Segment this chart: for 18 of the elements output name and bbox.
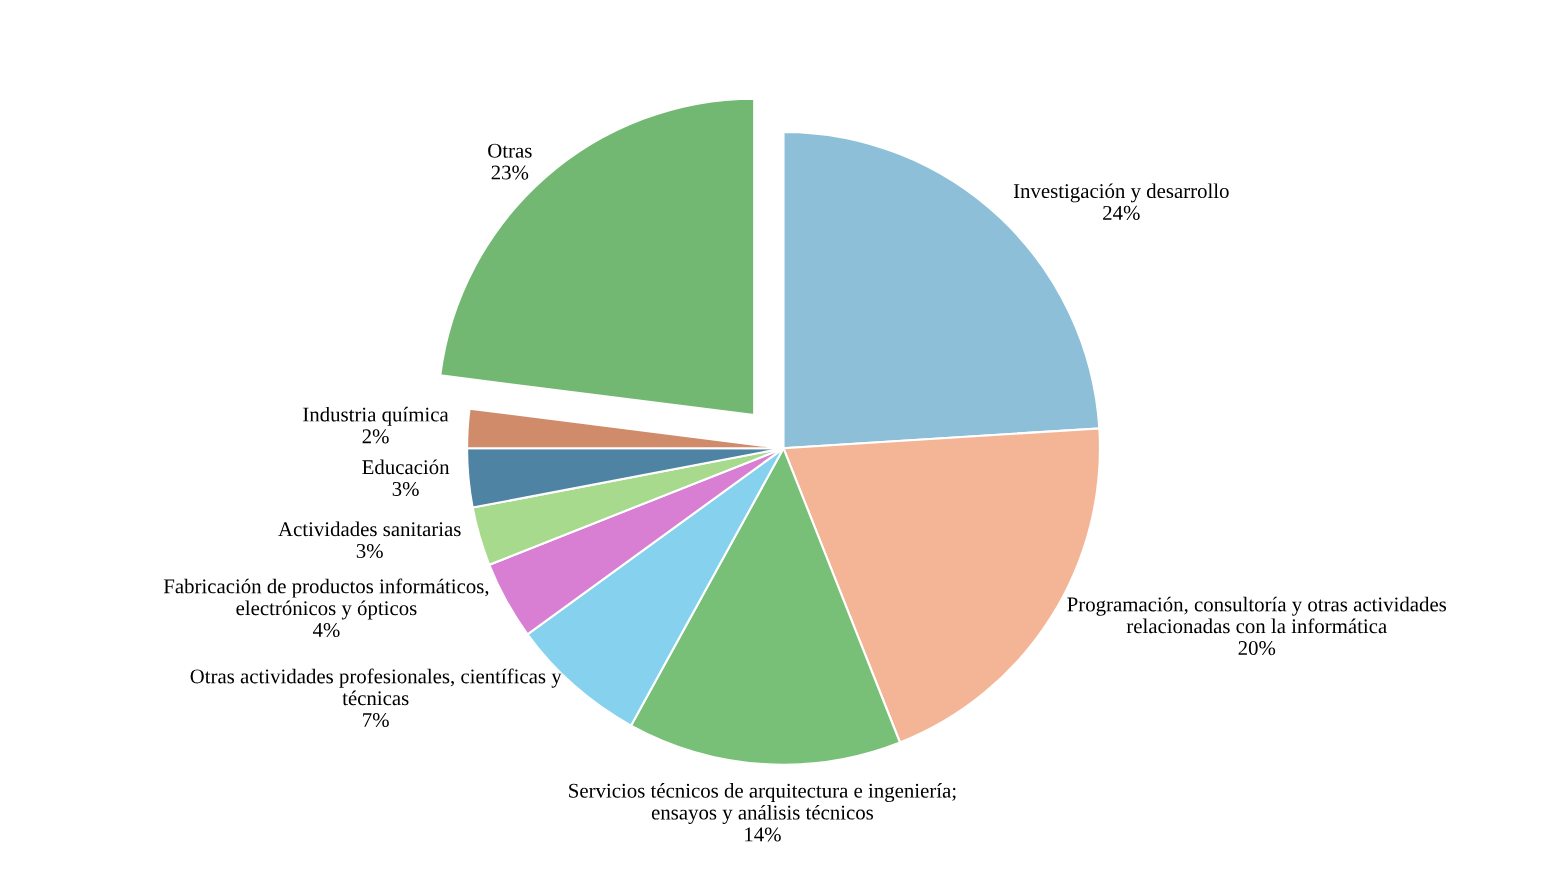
slice-label: Investigación y desarrollo — [1013, 183, 1229, 203]
slice-label: Educación — [362, 459, 450, 475]
data-label: 2% — [362, 429, 389, 444]
data-label: 3% — [392, 481, 419, 497]
data-label: 24% — [1103, 205, 1140, 220]
data-label: 4% — [312, 622, 340, 638]
data-label: 14% — [745, 827, 781, 842]
slice-label: Actividades sanitarias — [278, 521, 461, 537]
slice-label: Fabricación de productos informáticos, electrónicos y ópticos — [163, 578, 489, 620]
slice-label: Otras actividades profesionales, científicas y técnicas — [190, 668, 562, 706]
slice-label: Industria química — [303, 406, 449, 426]
slice-label: Programación, consultoría y otras actividades relacionadas con la informática — [1067, 596, 1447, 634]
data-label: 7% — [363, 712, 389, 728]
data-label: 23% — [491, 165, 529, 180]
slice-label: Servicios técnicos de arquitectura e ingeniería; ensayos y análisis técnicos — [569, 783, 956, 824]
slice-label: Otras — [488, 143, 532, 158]
data-label: 3% — [356, 543, 383, 559]
data-label: 20% — [1238, 641, 1276, 656]
